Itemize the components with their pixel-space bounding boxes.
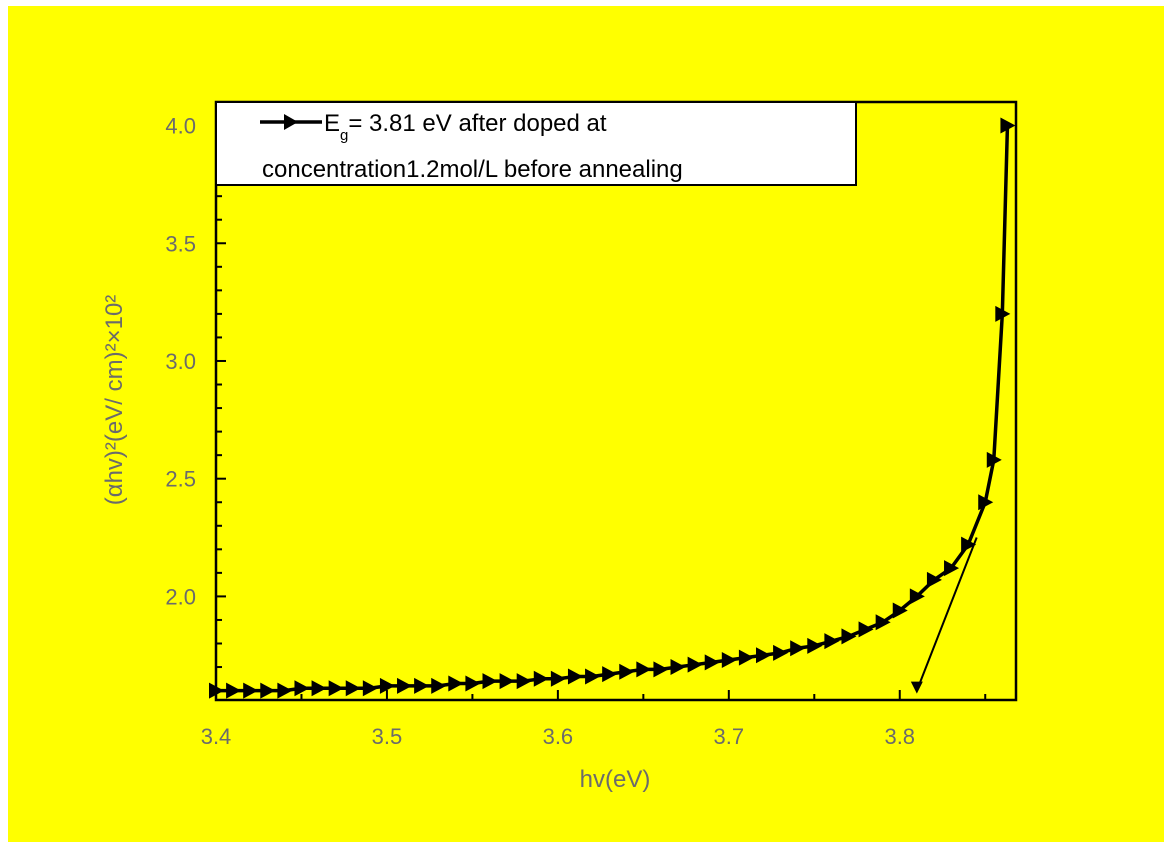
x-tick-label: 3.7 bbox=[714, 724, 745, 749]
data-point bbox=[448, 675, 464, 692]
data-point bbox=[1000, 117, 1016, 134]
data-point bbox=[944, 560, 960, 577]
x-tick-label: 3.6 bbox=[543, 724, 574, 749]
series-line bbox=[216, 125, 1010, 693]
y-tick-label: 2.5 bbox=[165, 467, 196, 492]
data-point bbox=[533, 670, 549, 687]
data-point bbox=[773, 644, 789, 661]
data-point bbox=[961, 536, 977, 553]
legend-marker bbox=[284, 114, 298, 130]
data-point bbox=[328, 680, 344, 697]
data-point bbox=[841, 628, 857, 645]
data-point bbox=[670, 659, 686, 676]
data-point bbox=[687, 656, 703, 673]
data-point bbox=[824, 633, 840, 650]
y-tick-label: 2.0 bbox=[165, 584, 196, 609]
intercept-marker bbox=[910, 681, 923, 694]
data-point bbox=[277, 682, 293, 699]
data-point bbox=[516, 673, 532, 690]
data-point bbox=[756, 647, 772, 664]
axes: 3.4 3.5 3.6 3.7 3.8 2.0 2.5 3.0 3.5 4.0 bbox=[165, 100, 1018, 749]
data-point bbox=[567, 668, 583, 685]
data-point bbox=[636, 661, 652, 678]
data-point bbox=[243, 682, 259, 699]
series-layer bbox=[209, 117, 1016, 699]
data-point bbox=[226, 682, 242, 699]
data-point bbox=[550, 670, 566, 687]
tangent-line bbox=[915, 537, 978, 691]
legend-entry-line-1: Eg= 3.81 eV after doped at bbox=[324, 110, 607, 144]
data-point bbox=[260, 682, 276, 699]
data-point bbox=[294, 680, 310, 697]
data-point bbox=[499, 673, 515, 690]
data-point bbox=[926, 571, 942, 588]
y-tick-label: 3.0 bbox=[165, 349, 196, 374]
data-point bbox=[721, 651, 737, 668]
data-point bbox=[397, 677, 413, 694]
data-point bbox=[619, 663, 635, 680]
x-axis-label: hv(eV) bbox=[580, 766, 651, 793]
y-tick-label: 4.0 bbox=[165, 114, 196, 139]
legend-symbol: E bbox=[324, 110, 340, 137]
legend-text-line-2: concentration1.2mol/L before annealing bbox=[262, 156, 683, 183]
x-tick-label: 3.5 bbox=[372, 724, 403, 749]
y-axis-label: (αhv)²(eV/ cm)²×10² bbox=[101, 295, 128, 506]
data-point bbox=[986, 451, 1002, 468]
data-point bbox=[653, 661, 669, 678]
x-tick-label: 3.8 bbox=[884, 724, 915, 749]
data-point bbox=[875, 614, 891, 631]
data-point bbox=[585, 668, 601, 685]
data-point bbox=[909, 588, 925, 605]
data-point bbox=[858, 621, 874, 638]
data-point bbox=[345, 680, 361, 697]
data-point bbox=[790, 640, 806, 657]
data-point bbox=[362, 680, 378, 697]
data-point bbox=[978, 494, 994, 511]
x-tick-label: 3.4 bbox=[201, 724, 232, 749]
legend: Eg= 3.81 eV after doped at concentration… bbox=[215, 101, 857, 186]
data-point bbox=[379, 677, 395, 694]
data-point bbox=[704, 654, 720, 671]
legend-box bbox=[215, 101, 857, 186]
legend-text-line-1: = 3.81 eV after doped at bbox=[348, 110, 607, 137]
data-point bbox=[209, 682, 224, 699]
y-tick-label: 3.5 bbox=[165, 231, 196, 256]
data-point bbox=[892, 602, 908, 619]
data-point bbox=[465, 675, 481, 692]
data-point bbox=[414, 677, 430, 694]
legend-subscript: g bbox=[340, 127, 348, 144]
data-point bbox=[738, 649, 754, 666]
data-point bbox=[482, 673, 498, 690]
data-point bbox=[995, 305, 1011, 322]
data-point bbox=[311, 680, 327, 697]
data-point bbox=[431, 677, 447, 694]
data-point bbox=[602, 666, 618, 683]
data-point bbox=[807, 637, 823, 654]
